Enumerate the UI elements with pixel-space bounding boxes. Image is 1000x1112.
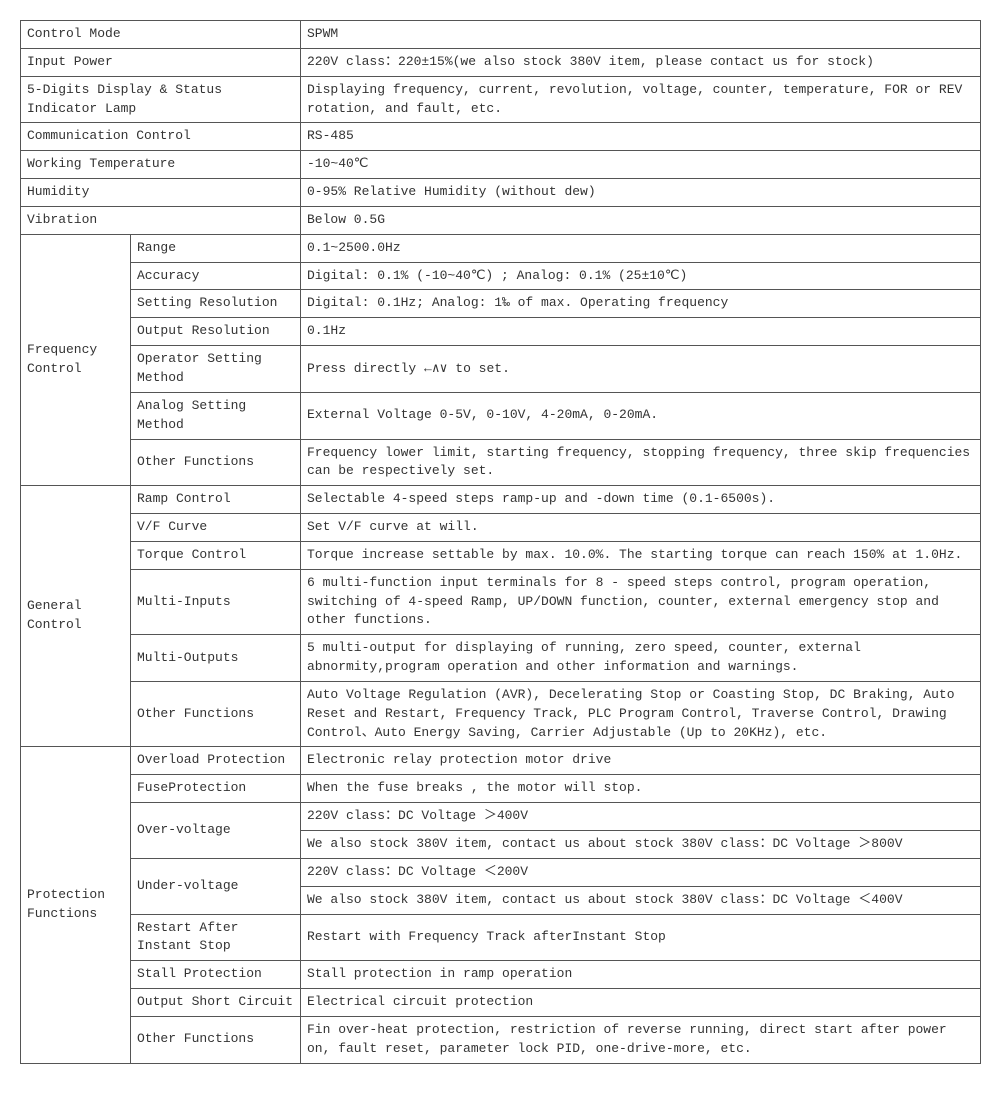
table-row: Other Functions Frequency lower limit, s… [21, 439, 981, 486]
spec-label: Output Short Circuit [131, 989, 301, 1017]
table-row: FuseProtection When the fuse breaks , th… [21, 775, 981, 803]
spec-label: Accuracy [131, 262, 301, 290]
spec-value: Stall protection in ramp operation [301, 961, 981, 989]
spec-label: Other Functions [131, 1016, 301, 1063]
spec-value: Selectable 4-speed steps ramp-up and -do… [301, 486, 981, 514]
spec-value: -10~40℃ [301, 151, 981, 179]
spec-label: Stall Protection [131, 961, 301, 989]
spec-value: 0.1~2500.0Hz [301, 234, 981, 262]
category-cell: General Control [21, 486, 131, 747]
spec-value: Electronic relay protection motor drive [301, 747, 981, 775]
table-row: Over-voltage 220V class：DC Voltage ＞400V [21, 803, 981, 831]
table-row: Humidity 0-95% Relative Humidity (withou… [21, 179, 981, 207]
table-row: General Control Ramp Control Selectable … [21, 486, 981, 514]
spec-value: 0.1Hz [301, 318, 981, 346]
spec-label: Under-voltage [131, 858, 301, 914]
spec-label: Other Functions [131, 681, 301, 747]
spec-value: 220V class：DC Voltage ＜200V [301, 858, 981, 886]
spec-label: Working Temperature [21, 151, 301, 179]
spec-label: Vibration [21, 206, 301, 234]
spec-value: External Voltage 0-5V, 0-10V, 4-20mA, 0-… [301, 392, 981, 439]
spec-value: RS-485 [301, 123, 981, 151]
table-row: Setting Resolution Digital: 0.1Hz; Analo… [21, 290, 981, 318]
table-row: Vibration Below 0.5G [21, 206, 981, 234]
spec-label: Operator Setting Method [131, 346, 301, 393]
spec-label: Humidity [21, 179, 301, 207]
spec-value: Frequency lower limit, starting frequenc… [301, 439, 981, 486]
spec-value: 5 multi-output for displaying of running… [301, 635, 981, 682]
table-row: Operator Setting Method Press directly ←… [21, 346, 981, 393]
spec-value: 220V class：DC Voltage ＞400V [301, 803, 981, 831]
spec-value: SPWM [301, 21, 981, 49]
table-row: Communication Control RS-485 [21, 123, 981, 151]
table-row: Restart After Instant Stop Restart with … [21, 914, 981, 961]
table-row: Other Functions Fin over-heat protection… [21, 1016, 981, 1063]
table-row: Output Short Circuit Electrical circuit … [21, 989, 981, 1017]
spec-value: Auto Voltage Regulation (AVR), Decelerat… [301, 681, 981, 747]
table-row: Output Resolution 0.1Hz [21, 318, 981, 346]
table-row: Working Temperature -10~40℃ [21, 151, 981, 179]
spec-label: Range [131, 234, 301, 262]
table-row: Input Power 220V class：220±15%(we also s… [21, 48, 981, 76]
spec-value: We also stock 380V item, contact us abou… [301, 831, 981, 859]
table-row: Torque Control Torque increase settable … [21, 541, 981, 569]
table-row: Analog Setting Method External Voltage 0… [21, 392, 981, 439]
spec-value: Set V/F curve at will. [301, 514, 981, 542]
spec-label: Analog Setting Method [131, 392, 301, 439]
spec-label: FuseProtection [131, 775, 301, 803]
spec-label: Overload Protection [131, 747, 301, 775]
spec-value: Electrical circuit protection [301, 989, 981, 1017]
spec-label: Input Power [21, 48, 301, 76]
spec-value: 220V class：220±15%(we also stock 380V it… [301, 48, 981, 76]
spec-value: Torque increase settable by max. 10.0%. … [301, 541, 981, 569]
spec-value: 6 multi-function input terminals for 8 -… [301, 569, 981, 635]
spec-value: When the fuse breaks , the motor will st… [301, 775, 981, 803]
spec-label: Output Resolution [131, 318, 301, 346]
spec-value: Digital: 0.1Hz; Analog: 1‰ of max. Opera… [301, 290, 981, 318]
spec-label: Communication Control [21, 123, 301, 151]
spec-value: Fin over-heat protection, restriction of… [301, 1016, 981, 1063]
table-row: Accuracy Digital: 0.1% (-10~40℃) ; Analo… [21, 262, 981, 290]
table-row: Stall Protection Stall protection in ram… [21, 961, 981, 989]
spec-table: Control Mode SPWM Input Power 220V class… [20, 20, 981, 1064]
spec-label: Setting Resolution [131, 290, 301, 318]
spec-label: Torque Control [131, 541, 301, 569]
table-row: Protection Functions Overload Protection… [21, 747, 981, 775]
spec-label: Multi-Inputs [131, 569, 301, 635]
spec-value: Restart with Frequency Track afterInstan… [301, 914, 981, 961]
table-row: V/F Curve Set V/F curve at will. [21, 514, 981, 542]
spec-value: Digital: 0.1% (-10~40℃) ; Analog: 0.1% (… [301, 262, 981, 290]
category-cell: Protection Functions [21, 747, 131, 1063]
spec-value: We also stock 380V item, contact us abou… [301, 886, 981, 914]
table-row: Under-voltage 220V class：DC Voltage ＜200… [21, 858, 981, 886]
spec-value: 0-95% Relative Humidity (without dew) [301, 179, 981, 207]
table-row: Frequency Control Range 0.1~2500.0Hz [21, 234, 981, 262]
spec-value: Displaying frequency, current, revolutio… [301, 76, 981, 123]
spec-label: Over-voltage [131, 803, 301, 859]
spec-label: V/F Curve [131, 514, 301, 542]
table-row: Other Functions Auto Voltage Regulation … [21, 681, 981, 747]
table-row: 5-Digits Display & Status Indicator Lamp… [21, 76, 981, 123]
table-row: Control Mode SPWM [21, 21, 981, 49]
table-row: Multi-Outputs 5 multi-output for display… [21, 635, 981, 682]
spec-label: Multi-Outputs [131, 635, 301, 682]
spec-label: Restart After Instant Stop [131, 914, 301, 961]
spec-value: Press directly ←∧∨ to set. [301, 346, 981, 393]
spec-label: Control Mode [21, 21, 301, 49]
spec-value: Below 0.5G [301, 206, 981, 234]
table-row: Multi-Inputs 6 multi-function input term… [21, 569, 981, 635]
category-cell: Frequency Control [21, 234, 131, 485]
spec-label: Ramp Control [131, 486, 301, 514]
spec-label: Other Functions [131, 439, 301, 486]
spec-label: 5-Digits Display & Status Indicator Lamp [21, 76, 301, 123]
